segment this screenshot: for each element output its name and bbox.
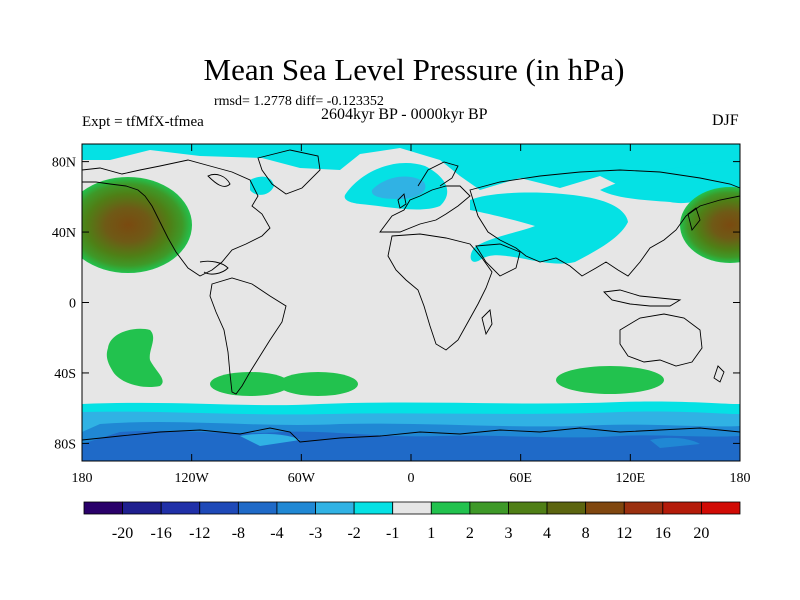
atlantic-low-core <box>371 176 426 199</box>
lat-tick-label: 0 <box>69 297 76 312</box>
north-america-coast <box>82 159 271 277</box>
colorbar-swatch <box>430 501 471 515</box>
colorbar-swatch <box>237 501 278 515</box>
colorbar-swatch <box>546 501 587 515</box>
colorbar-swatch <box>508 501 548 515</box>
antarctica-coast <box>82 427 740 443</box>
map-title: Mean Sea Level Pressure (in hPa) <box>203 52 625 87</box>
north-pacific-high-east <box>680 187 740 263</box>
colorbar-swatch <box>623 501 664 515</box>
lat-tick-label: 80S <box>54 437 76 452</box>
period-subtitle: 2604kyr BP - 0000kyr BP <box>321 106 488 123</box>
lat-tick-label: 80N <box>52 156 76 171</box>
lon-tick-label: 180 <box>730 471 751 486</box>
colorbar-label: 12 <box>616 525 632 542</box>
south-atlantic-high-b <box>278 372 358 396</box>
colorbar-label: -8 <box>232 525 245 542</box>
greenland-low <box>250 176 274 195</box>
colorbar-label: 16 <box>655 525 671 542</box>
colorbar-label: -3 <box>309 525 322 542</box>
stats-text: rmsd= 1.2778 diff= -0.123352 <box>214 94 384 109</box>
colorbar-swatch <box>469 501 509 515</box>
colorbar-swatch <box>392 501 432 515</box>
europe-coast <box>379 185 471 233</box>
eurasia-low-region <box>470 192 628 264</box>
colorbar-swatch <box>662 501 702 515</box>
colorbar-swatch <box>83 501 123 515</box>
antarctic-patch-2 <box>650 437 700 448</box>
latitude-axis: 80N 40N 0 40S 80S <box>52 156 740 452</box>
north-pacific-high <box>82 177 192 273</box>
colorbar-swatch <box>122 501 162 515</box>
australia-coast <box>619 313 703 367</box>
indonesia <box>603 289 682 307</box>
japan <box>687 207 701 231</box>
antarctic-patch <box>240 433 300 446</box>
colorbar-label: 1 <box>427 525 435 542</box>
colorbar-swatch <box>199 501 239 515</box>
lat-tick-label: 40N <box>52 226 76 241</box>
colorbar-swatch <box>585 501 625 515</box>
colorbar-label: -16 <box>151 525 172 542</box>
colorbar-label: 3 <box>504 525 512 542</box>
lon-tick-label: 120W <box>175 471 210 486</box>
colorbar-label: 8 <box>582 525 590 542</box>
south-america-coast <box>209 277 287 395</box>
madagascar <box>481 309 493 336</box>
colorbar-swatch <box>276 501 316 515</box>
colorbar-label: 20 <box>693 525 709 542</box>
lon-tick-label: 60W <box>288 471 316 486</box>
colorbar-label: -4 <box>270 525 283 542</box>
colorbar-label: -20 <box>112 525 133 542</box>
colorbar-swatch <box>160 501 201 515</box>
season-label: DJF <box>712 112 739 129</box>
arabia-coast <box>475 243 521 277</box>
new-zealand <box>713 365 725 383</box>
colorbar-swatch <box>315 501 355 515</box>
arctic-low-region <box>82 144 740 190</box>
colorbar-label: 4 <box>543 525 551 542</box>
pressure-field <box>82 144 740 461</box>
lat-tick-label: 40S <box>54 367 76 382</box>
colorbar-label: -12 <box>189 525 210 542</box>
coastlines <box>82 149 740 443</box>
south-pacific-high <box>106 328 163 388</box>
colorbar-swatch <box>701 501 741 515</box>
gulf-mexico <box>199 260 229 275</box>
scandinavia-coast <box>417 161 459 187</box>
lon-tick-label: 0 <box>408 471 415 486</box>
asia-coast <box>469 169 740 277</box>
lon-tick-label: 60E <box>509 471 532 486</box>
colorbar-label: -1 <box>386 525 399 542</box>
experiment-label: Expt = tfMfX-tfmea <box>82 114 204 130</box>
greenland-coast <box>257 149 321 195</box>
africa-coast <box>387 233 493 351</box>
hudson-bay <box>207 173 231 187</box>
lon-tick-label: 120E <box>616 471 646 486</box>
lon-tick-label: 180 <box>72 471 93 486</box>
colorbar-label: 2 <box>466 525 474 542</box>
south-indian-high <box>556 366 664 394</box>
longitude-axis: 180 120W 60W 0 60E 120E 180 <box>72 144 751 486</box>
colorbar-swatch <box>353 501 394 515</box>
uk-coast <box>397 193 407 209</box>
colorbar-label: -2 <box>347 525 360 542</box>
colorbar: -20 -16 -12 -8 -4 -3 -2 -1 1 2 3 4 8 12 16 20 <box>83 501 741 542</box>
